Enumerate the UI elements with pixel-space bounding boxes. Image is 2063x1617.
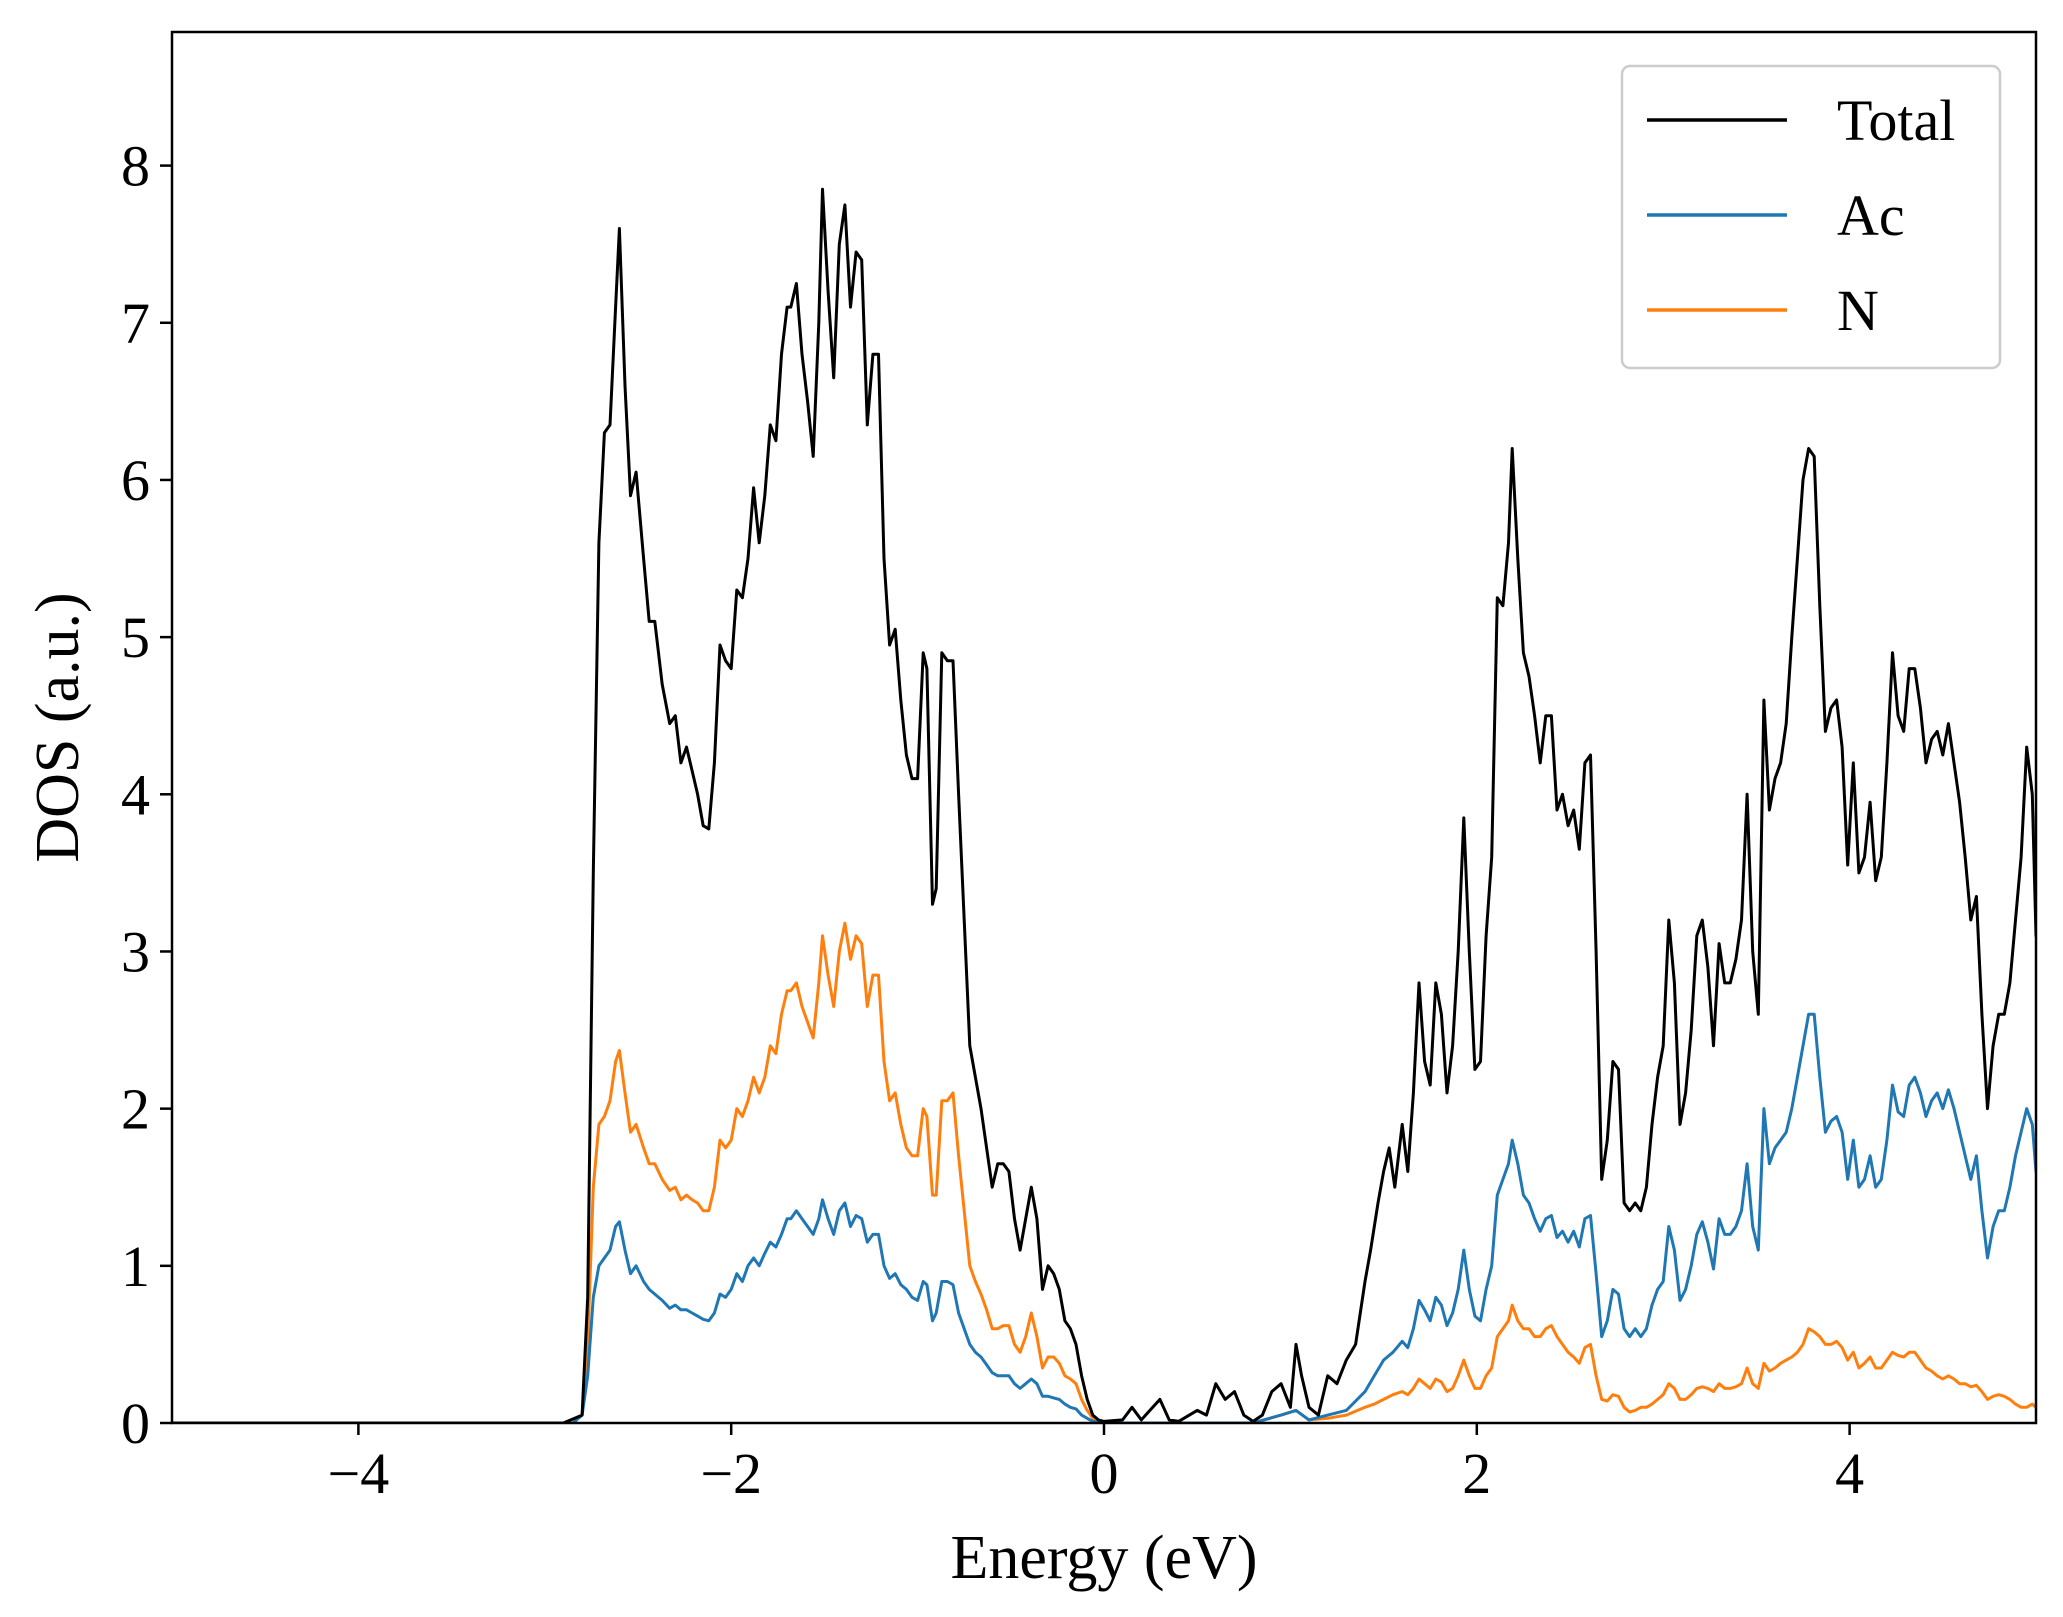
series-layer <box>172 187 2036 1423</box>
legend-label-n: N <box>1837 278 1879 343</box>
x-axis-title: Energy (eV) <box>950 1524 1257 1592</box>
x-tick-label: −2 <box>700 1441 762 1506</box>
legend-label-ac: Ac <box>1837 183 1905 248</box>
series-line-ac <box>172 1012 2036 1423</box>
y-tick-label: 0 <box>121 1391 150 1456</box>
y-tick-label: 8 <box>121 134 150 199</box>
y-tick-label: 4 <box>121 762 150 827</box>
legend-box <box>1620 64 2002 370</box>
x-tick-label: 2 <box>1462 1441 1491 1506</box>
y-tick-label: 2 <box>121 1077 150 1142</box>
ticks-layer: −4 −2 0 2 4 0 1 2 3 4 5 6 7 8 <box>121 134 1864 1506</box>
x-tick-label: −4 <box>328 1441 390 1506</box>
y-tick-label: 5 <box>121 605 150 670</box>
y-tick-label: 1 <box>121 1234 150 1299</box>
y-tick-label: 3 <box>121 919 150 984</box>
legend: Total Ac N <box>1620 64 2002 370</box>
x-tick-label: 0 <box>1090 1441 1119 1506</box>
series-line-total <box>172 187 2036 1423</box>
y-tick-label: 6 <box>121 448 150 513</box>
series-line-n <box>172 921 2036 1423</box>
y-axis-title: DOS (a.u.) <box>24 592 92 862</box>
legend-label-total: Total <box>1837 88 1955 153</box>
y-tick-label: 7 <box>121 291 150 356</box>
x-tick-label: 4 <box>1835 1441 1864 1506</box>
